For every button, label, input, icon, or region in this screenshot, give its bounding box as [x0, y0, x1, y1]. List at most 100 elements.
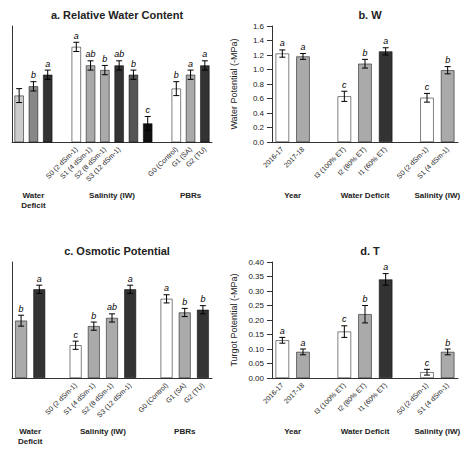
svg-text:d. T: d. T: [360, 245, 380, 257]
svg-text:0.20: 0.20: [248, 316, 264, 325]
svg-text:S1 (4 dSm-1): S1 (4 dSm-1): [62, 381, 97, 416]
svg-text:a: a: [300, 338, 305, 348]
svg-text:0.05: 0.05: [248, 359, 264, 368]
svg-text:Salinity (IW): Salinity (IW): [414, 191, 460, 200]
svg-text:b: b: [31, 70, 36, 80]
svg-text:b: b: [445, 55, 450, 65]
svg-text:a: a: [383, 262, 388, 272]
svg-text:G1 (SA): G1 (SA): [170, 145, 193, 169]
svg-text:ab: ab: [107, 302, 117, 312]
svg-text:0.10: 0.10: [248, 345, 264, 354]
svg-text:c: c: [425, 358, 430, 368]
svg-text:0.35: 0.35: [248, 272, 264, 281]
svg-text:0.8: 0.8: [253, 80, 265, 89]
svg-text:1.6: 1.6: [253, 22, 265, 31]
svg-text:0.2: 0.2: [253, 123, 265, 132]
svg-text:ab: ab: [86, 49, 96, 59]
svg-text:PBRs: PBRs: [174, 427, 196, 436]
svg-text:c: c: [342, 80, 347, 90]
svg-text:a: a: [37, 274, 42, 284]
svg-text:G0 (Control): G0 (Control): [136, 381, 169, 414]
svg-text:0.25: 0.25: [248, 301, 264, 310]
svg-text:G2 (TU): G2 (TU): [185, 146, 209, 170]
svg-text:S2 (8 dSm-1): S2 (8 dSm-1): [80, 381, 115, 416]
svg-text:G2 (TU): G2 (TU): [183, 382, 207, 406]
svg-text:2017-18: 2017-18: [282, 145, 305, 168]
svg-text:a: a: [45, 59, 50, 69]
svg-text:0.0: 0.0: [253, 138, 265, 147]
svg-text:Water: Water: [22, 191, 44, 200]
svg-text:Salinity (IW): Salinity (IW): [414, 427, 460, 436]
svg-text:I2 (80% ET): I2 (80% ET): [336, 145, 368, 177]
svg-text:G1 (SA): G1 (SA): [164, 381, 188, 405]
svg-text:0.15: 0.15: [248, 330, 264, 339]
svg-text:a. Relative Water Content: a. Relative Water Content: [51, 9, 184, 21]
svg-text:1.4: 1.4: [253, 36, 265, 45]
svg-text:c: c: [425, 82, 430, 92]
svg-text:2016-17: 2016-17: [262, 145, 285, 168]
svg-text:I2 (80% ET): I2 (80% ET): [336, 381, 368, 413]
svg-text:Salinity (IW): Salinity (IW): [89, 191, 135, 200]
svg-text:S0 (2 dSm-1): S0 (2 dSm-1): [44, 145, 79, 180]
svg-text:Turgot Potential (-MPa): Turgot Potential (-MPa): [229, 273, 239, 366]
svg-text:b: b: [174, 70, 179, 80]
svg-text:a: a: [300, 42, 305, 52]
svg-text:a: a: [128, 274, 133, 284]
svg-text:S3 (12 dSm-1): S3 (12 dSm-1): [96, 382, 134, 420]
svg-text:Water Deficit: Water Deficit: [341, 191, 390, 200]
svg-text:c: c: [145, 105, 150, 115]
svg-text:ab: ab: [114, 49, 124, 59]
svg-text:Salinity (IW): Salinity (IW): [80, 427, 126, 436]
svg-text:I3 (100% ET): I3 (100% ET): [312, 145, 347, 180]
svg-text:a: a: [202, 49, 207, 59]
svg-text:0.00: 0.00: [248, 374, 264, 383]
svg-text:1.2: 1.2: [253, 51, 265, 60]
svg-text:S1 (4 dSm-1): S1 (4 dSm-1): [416, 382, 451, 417]
svg-text:a: a: [280, 38, 285, 48]
svg-text:I1 (60% ET): I1 (60% ET): [357, 382, 389, 414]
svg-text:S3 (12 dSm-1): S3 (12 dSm-1): [85, 146, 123, 184]
svg-text:S0 (2 dSm-1): S0 (2 dSm-1): [395, 145, 430, 180]
svg-text:Year: Year: [284, 191, 301, 200]
svg-text:c: c: [73, 330, 78, 340]
svg-text:S1 (4 dSm-1): S1 (4 dSm-1): [416, 146, 451, 181]
svg-text:PBRs: PBRs: [180, 191, 202, 200]
svg-text:I3 (100% ET): I3 (100% ET): [312, 381, 347, 416]
svg-text:S1 (4 dSm-1): S1 (4 dSm-1): [58, 145, 93, 180]
svg-text:Deficit: Deficit: [18, 437, 43, 446]
svg-text:a: a: [383, 36, 388, 46]
svg-text:b: b: [131, 59, 136, 69]
svg-text:a: a: [280, 326, 285, 336]
svg-text:b: b: [102, 54, 107, 64]
svg-text:Water Deficit: Water Deficit: [341, 427, 390, 436]
svg-text:a: a: [188, 59, 193, 69]
svg-text:a: a: [164, 283, 169, 293]
svg-text:b: b: [445, 338, 450, 348]
svg-text:2016-17: 2016-17: [262, 381, 285, 404]
svg-text:S0 (2 dSm-1): S0 (2 dSm-1): [395, 381, 430, 416]
svg-text:b: b: [362, 294, 367, 304]
svg-text:c. Osmotic Potential: c. Osmotic Potential: [64, 245, 170, 257]
svg-text:1.0: 1.0: [253, 65, 265, 74]
svg-text:b: b: [200, 294, 205, 304]
svg-text:Water Potential (-MPa): Water Potential (-MPa): [229, 38, 239, 129]
svg-text:0.40: 0.40: [248, 258, 264, 267]
svg-text:0.6: 0.6: [253, 94, 265, 103]
svg-text:2017-18: 2017-18: [282, 381, 305, 404]
svg-text:a: a: [74, 31, 79, 41]
svg-text:Water: Water: [19, 427, 41, 436]
svg-text:G0 (Control): G0 (Control): [146, 145, 179, 178]
svg-text:c: c: [342, 314, 347, 324]
svg-text:I1 (60% ET): I1 (60% ET): [357, 146, 389, 178]
svg-text:0.30: 0.30: [248, 287, 264, 296]
svg-text:Deficit: Deficit: [21, 201, 46, 210]
svg-text:0.4: 0.4: [253, 109, 265, 118]
svg-text:b. W: b. W: [358, 9, 382, 21]
svg-text:b: b: [362, 48, 367, 58]
svg-text:b: b: [91, 311, 96, 321]
svg-text:Year: Year: [284, 427, 301, 436]
svg-text:S2 (8 dSm-1): S2 (8 dSm-1): [73, 145, 108, 180]
svg-text:b: b: [19, 304, 24, 314]
svg-text:S0 (2 dSm-1): S0 (2 dSm-1): [43, 381, 79, 416]
svg-text:b: b: [182, 297, 187, 307]
